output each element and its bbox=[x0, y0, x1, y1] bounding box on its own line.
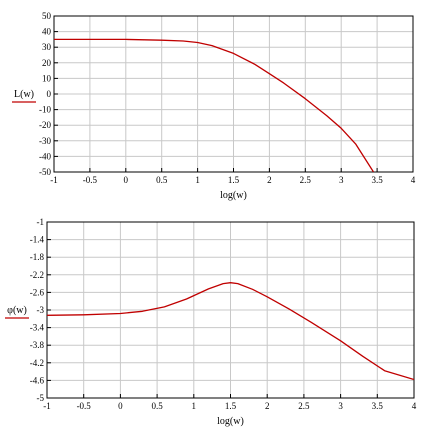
y-tick-label: -1.8 bbox=[30, 252, 45, 262]
chart-2: -1 -0.5 0 0.5 1 1.5 2 2.5 3 3.5 4 -5 -4.6 -4.2 -3.8 -3.… bbox=[5, 217, 417, 427]
y-tick-label: 50 bbox=[42, 11, 52, 21]
x-tick-label: 2 bbox=[267, 175, 272, 185]
x-tick-label: 1.5 bbox=[225, 401, 237, 411]
y-tick-label: -50 bbox=[39, 167, 51, 177]
series-line bbox=[47, 282, 414, 381]
y-tick-label: -20 bbox=[39, 120, 51, 130]
y-tick-label: -2.2 bbox=[30, 270, 44, 280]
chart-1: -1 -0.5 0 0.5 1 1.5 2 2.5 3 3.5 4 -50 -40 -30 -20 -10 0 1… bbox=[12, 11, 416, 201]
x-tick-label: 4 bbox=[411, 175, 416, 185]
x-tick-label: 3.5 bbox=[372, 401, 384, 411]
y-tick-label: -4.6 bbox=[30, 375, 45, 385]
x-tick-label: -1 bbox=[50, 175, 58, 185]
x-axis-label: log(w) bbox=[217, 416, 244, 427]
x-tick-label: 3.5 bbox=[371, 175, 383, 185]
y-tick-label: -3 bbox=[37, 305, 45, 315]
y-tick-label: -5 bbox=[37, 393, 45, 403]
series-line bbox=[54, 38, 375, 172]
x-axis-label: log(w) bbox=[220, 190, 247, 201]
y-tick-label: 40 bbox=[42, 27, 52, 37]
y-tick-label: -4.2 bbox=[30, 358, 44, 368]
x-tick-label: 1.5 bbox=[228, 175, 240, 185]
y-axis-label: φ(w) bbox=[7, 305, 27, 316]
y-tick-label: -40 bbox=[39, 151, 51, 161]
y-tick-label: -30 bbox=[39, 136, 51, 146]
x-tick-label: -0.5 bbox=[77, 401, 92, 411]
y-tick-label: 30 bbox=[42, 42, 52, 52]
x-tick-label: 2.5 bbox=[300, 175, 312, 185]
y-tick-label: -3.4 bbox=[30, 323, 45, 333]
x-tick-label: 2 bbox=[265, 401, 270, 411]
y-tick-label: -3.8 bbox=[30, 340, 45, 350]
y-tick-label: -1.4 bbox=[30, 235, 45, 245]
y-tick-label: 20 bbox=[42, 58, 52, 68]
x-tick-label: 1 bbox=[195, 175, 200, 185]
x-tick-label: 0.5 bbox=[156, 175, 168, 185]
x-tick-label: 2.5 bbox=[298, 401, 310, 411]
x-tick-label: -1 bbox=[43, 401, 51, 411]
x-tick-label: 4 bbox=[412, 401, 417, 411]
x-tick-label: 3 bbox=[339, 175, 344, 185]
x-tick-label: -0.5 bbox=[83, 175, 98, 185]
y-tick-label: -1 bbox=[37, 217, 45, 227]
y-axis-label: L(w) bbox=[14, 89, 34, 100]
y-tick-label: -10 bbox=[39, 105, 51, 115]
y-tick-label: -2.6 bbox=[30, 287, 45, 297]
x-tick-label: 0 bbox=[118, 401, 123, 411]
y-tick-label: 0 bbox=[47, 89, 52, 99]
x-tick-label: 3 bbox=[338, 401, 343, 411]
y-tick-label: 10 bbox=[42, 73, 52, 83]
x-tick-label: 0.5 bbox=[151, 401, 163, 411]
x-tick-label: 1 bbox=[192, 401, 197, 411]
x-tick-label: 0 bbox=[124, 175, 129, 185]
